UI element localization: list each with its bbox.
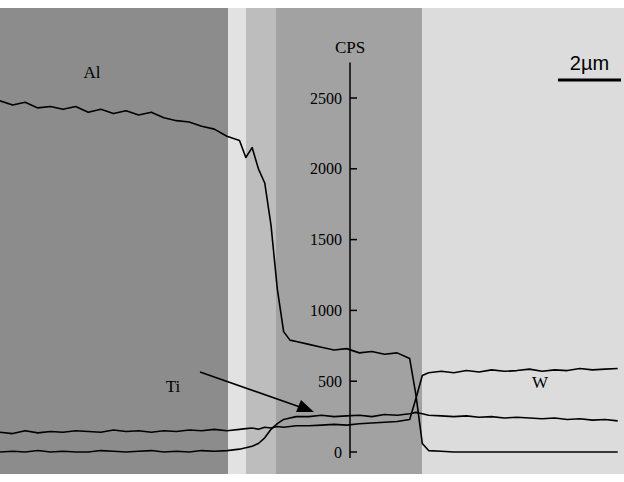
series-label: W: [532, 373, 549, 392]
y-tick: [350, 380, 357, 382]
scale-bar: [558, 79, 621, 82]
y-tick-label: 0: [334, 444, 342, 461]
image-region: [422, 0, 624, 482]
y-tick: [350, 97, 357, 99]
plot-area: [0, 101, 618, 452]
scale-bar-label: 2µm: [570, 52, 609, 74]
y-tick: [350, 451, 357, 453]
arrow: [200, 372, 300, 407]
arrow-head: [296, 400, 314, 412]
image-region: [228, 0, 246, 482]
image-border: [0, 0, 624, 8]
y-tick: [350, 168, 357, 170]
y-tick-label: 2500: [310, 90, 342, 107]
y-tick-label: 500: [318, 373, 342, 390]
series-line: [0, 368, 618, 433]
image-region: [246, 0, 276, 482]
y-tick: [350, 239, 357, 241]
y-tick-label: 1500: [310, 231, 342, 248]
image-region: [0, 0, 228, 482]
series-label: Ti: [166, 377, 181, 396]
y-tick-label: 2000: [310, 160, 342, 177]
image-region: [276, 0, 422, 482]
y-tick: [350, 310, 357, 312]
y-axis-title: CPS: [335, 38, 365, 57]
chart: CPS 0 500 1000 1500 2000 2500 Al Ti W 2µm: [0, 0, 624, 482]
series-label: Al: [84, 63, 101, 82]
image-border: [0, 474, 624, 482]
y-tick-label: 1000: [310, 302, 342, 319]
series-line: [0, 101, 618, 452]
y-axis-line: [349, 63, 351, 458]
